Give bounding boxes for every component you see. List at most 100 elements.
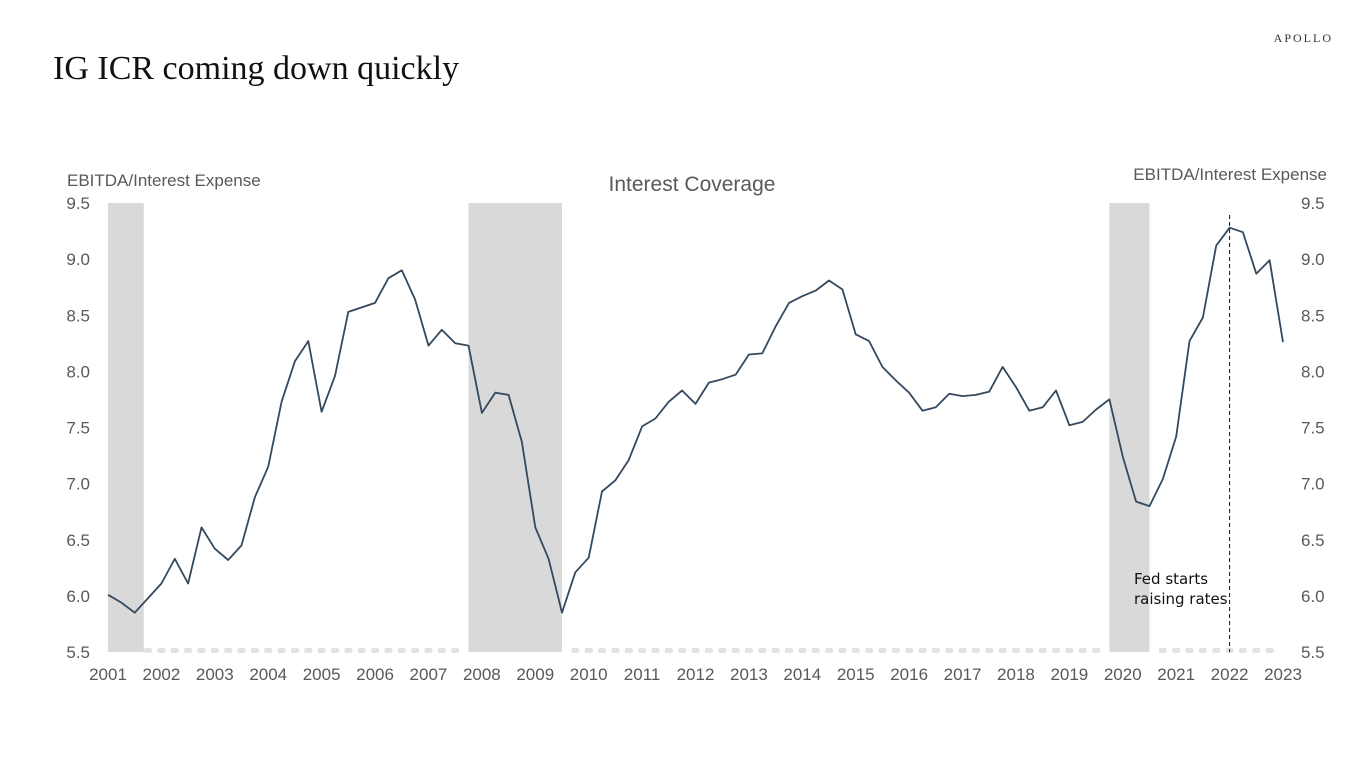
baseline-marker [210,648,219,653]
baseline-marker [718,648,727,653]
x-axis-ticks: 2001 2002 2003 2004 2005 2006 2007 2008 2009 2010… [89,665,1302,684]
x-tick: 2018 [997,665,1035,684]
x-tick: 2013 [730,665,768,684]
baseline-marker [1185,648,1194,653]
baseline-marker [344,648,353,653]
baseline-marker [878,648,887,653]
x-tick: 2002 [142,665,180,684]
y-axis-left-ticks: 5.5 6.0 6.5 7.0 7.5 8.0 8.5 9.0 9.5 [66,194,90,662]
baseline-marker [971,648,980,653]
y-axis-right-title: EBITDA/Interest Expense [1133,165,1327,184]
x-tick: 2011 [624,665,661,684]
baseline-marker [598,648,607,653]
x-tick: 2019 [1050,665,1088,684]
baseline-marker [624,648,633,653]
baseline-marker [1212,648,1221,653]
baseline-marker [1052,648,1061,653]
baseline-marker [371,648,380,653]
baseline-marker [851,648,860,653]
baseline-marker [664,648,673,653]
baseline-marker [798,648,807,653]
y-tick-left: 8.0 [66,362,90,381]
x-tick: 2015 [837,665,875,684]
y-tick-right: 6.0 [1301,587,1325,606]
baseline-marker [638,648,647,653]
baseline-marker [865,648,874,653]
baseline-marker [945,648,954,653]
baseline-marker [424,648,433,653]
baseline-marker [998,648,1007,653]
baseline-marker [224,648,233,653]
x-tick: 2020 [1104,665,1142,684]
baseline-marker [250,648,259,653]
baseline-marker [744,648,753,653]
y-tick-right: 8.0 [1301,362,1325,381]
baseline-marker [304,648,313,653]
y-axis-left-title: EBITDA/Interest Expense [67,171,261,190]
baseline-marker [651,648,660,653]
y-tick-right: 9.0 [1301,250,1325,269]
annotation-line-2: raising rates [1134,590,1228,608]
baseline-marker [1158,648,1167,653]
y-tick-right: 7.0 [1301,475,1325,494]
x-tick: 2012 [677,665,715,684]
baseline-marker [571,648,580,653]
baseline-marker [1092,648,1101,653]
x-tick: 2017 [944,665,982,684]
baseline-marker [771,648,780,653]
x-tick: 2008 [463,665,501,684]
y-tick-left: 9.5 [66,194,90,213]
x-tick: 2023 [1264,665,1302,684]
x-tick: 2007 [410,665,448,684]
baseline-marker [1198,648,1207,653]
baseline-marker [144,648,153,653]
baseline-marker [397,648,406,653]
recession-bands [108,203,1150,652]
baseline-marker [784,648,793,653]
y-tick-right: 8.5 [1301,306,1325,325]
x-tick: 2022 [1211,665,1249,684]
baseline-marker [290,648,299,653]
x-tick: 2021 [1157,665,1195,684]
baseline-marker [985,648,994,653]
baseline-marker [958,648,967,653]
x-tick: 2006 [356,665,394,684]
y-tick-left: 6.5 [66,531,90,550]
recession-band-2 [468,203,562,652]
baseline-marker [691,648,700,653]
y-tick-left: 5.5 [66,643,90,662]
baseline-marker [1065,648,1074,653]
y-tick-right: 5.5 [1301,643,1325,662]
baseline-marker [451,648,460,653]
baseline-marker [811,648,820,653]
baseline-marker [758,648,767,653]
baseline-marker [931,648,940,653]
baseline-marker [1025,648,1034,653]
x-tick: 2016 [890,665,928,684]
baseline-marker [584,648,593,653]
baseline-marker [1038,648,1047,653]
baseline-marker [184,648,193,653]
x-tick: 2014 [783,665,821,684]
y-tick-left: 9.0 [66,250,90,269]
baseline-marker [704,648,713,653]
y-tick-right: 7.5 [1301,419,1325,438]
baseline-marker [838,648,847,653]
x-tick: 2003 [196,665,234,684]
x-tick: 2005 [303,665,341,684]
baseline-marker [437,648,446,653]
y-axis-right-ticks: 5.5 6.0 6.5 7.0 7.5 8.0 8.5 9.0 9.5 [1301,194,1325,662]
baseline-marker [411,648,420,653]
baseline-markers [144,648,1274,653]
baseline-marker [905,648,914,653]
baseline-marker [197,648,206,653]
y-tick-right: 6.5 [1301,531,1325,550]
baseline-marker [157,648,166,653]
baseline-marker [264,648,273,653]
baseline-marker [357,648,366,653]
baseline-marker [825,648,834,653]
baseline-marker [891,648,900,653]
baseline-marker [1078,648,1087,653]
baseline-marker [611,648,620,653]
